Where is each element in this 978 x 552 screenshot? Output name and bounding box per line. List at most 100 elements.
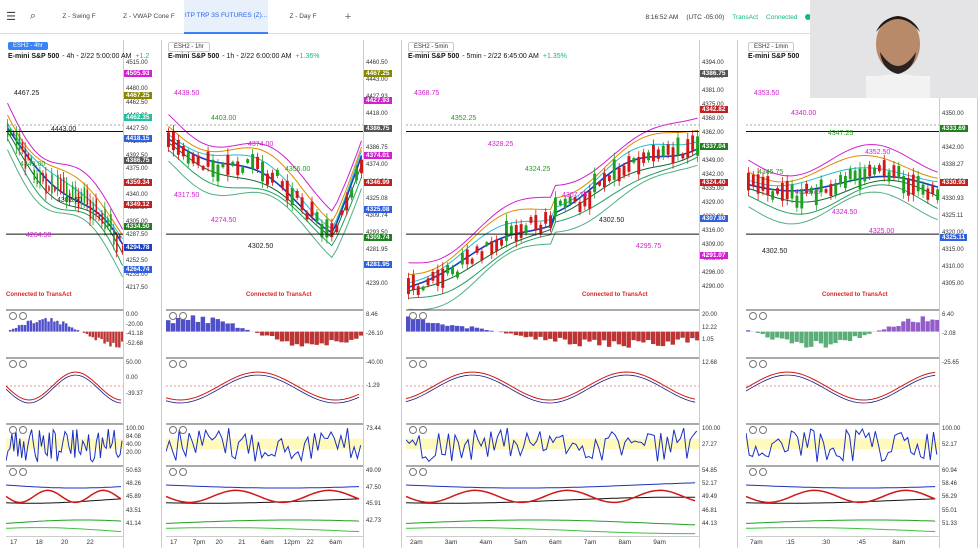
price-tick: 4303.00 [702,256,724,262]
price-tick: 4418.00 [366,111,388,117]
settings-icon[interactable] [749,360,757,368]
time-axis[interactable]: 17 7pm 20 21 6am 12pm 22 6am [166,536,363,548]
candle-body [897,165,901,178]
settings-icon[interactable] [409,468,417,476]
pane-tools[interactable] [9,426,27,434]
settings-icon[interactable] [169,360,177,368]
candle-body [45,173,47,194]
chart-tab-label[interactable]: ESH2 - 1hr [168,42,210,52]
chart-subtitle: - 4h - 2/22 5:00:00 AM [62,53,132,60]
settings-icon[interactable] [9,426,17,434]
settings-icon[interactable] [409,360,417,368]
chart-panel-3[interactable]: ESH2 - 5min E-mini S&P 500- 5min - 2/22 6… [406,40,738,548]
transact-label[interactable]: TransAct [732,13,759,21]
candle-body [446,265,450,274]
indicator-tick: -20.00 [126,321,144,328]
histogram-bar [225,323,230,332]
chart-plot-area[interactable] [746,40,940,540]
pane-tools[interactable] [9,360,27,368]
tab-day[interactable]: Z - Day F [289,13,317,20]
price-annotation: 4347.25 [828,129,854,137]
time-axis[interactable]: 17 18 20 22 [6,536,123,548]
settings-icon[interactable] [749,312,757,320]
close-icon[interactable] [179,468,187,476]
moving-average-line [748,154,938,183]
close-icon[interactable] [19,468,27,476]
settings-icon[interactable] [169,468,177,476]
close-icon[interactable] [19,312,27,320]
price-axis[interactable]: 4515.004497.504480.004462.504443.004427.… [123,40,161,548]
pane-tools[interactable] [749,312,767,320]
close-icon[interactable] [419,312,427,320]
price-tick: 4329.00 [702,200,724,206]
chart-tab-label[interactable]: ESH2 - 5min [408,42,455,52]
indicator-tick: -2.08 [942,331,956,337]
tab-vwap-cone[interactable]: Z - VWAP Cone F [123,13,175,20]
close-icon[interactable] [19,360,27,368]
chart-plot-area[interactable] [6,40,124,540]
settings-icon[interactable] [409,426,417,434]
close-icon[interactable] [419,468,427,476]
signal-line [746,374,936,404]
pane-tools[interactable] [169,468,187,476]
pane-tools[interactable] [9,468,27,476]
close-icon[interactable] [419,360,427,368]
histogram-bar [925,321,930,332]
candle-body [407,278,410,295]
chart-panel-1[interactable]: ESH2 - 4hr E-mini S&P 500- 4h - 2/22 5:00… [6,40,162,548]
add-tab-icon[interactable]: + [344,10,352,23]
close-icon[interactable] [759,312,767,320]
histogram-bar [862,331,867,336]
pane-tools[interactable] [169,360,187,368]
settings-icon[interactable] [9,360,17,368]
pane-tools[interactable] [749,360,767,368]
time-tick: 8am [618,539,632,546]
histogram-bar [770,331,775,340]
chart-plot-area[interactable] [406,40,700,540]
close-icon[interactable] [179,312,187,320]
price-axis[interactable]: 4365.004360.004355.004350.004347.004342.… [939,40,977,548]
close-icon[interactable] [759,426,767,434]
settings-icon[interactable] [169,426,177,434]
pane-tools[interactable] [409,426,427,434]
pane-tools[interactable] [749,468,767,476]
time-axis[interactable]: 2am 3am 4am 5am 6am 7am 8am 9am [406,536,699,548]
search-icon[interactable]: ⌕ [29,10,37,22]
settings-icon[interactable] [9,468,17,476]
histogram-bar [70,327,74,332]
pane-tools[interactable] [169,312,187,320]
close-icon[interactable] [759,468,767,476]
histogram-bar [29,320,33,332]
histogram-bar [17,325,21,332]
close-icon[interactable] [179,426,187,434]
candle-body [12,131,15,137]
tab-swing[interactable]: Z - Swing F [62,13,96,20]
close-icon[interactable] [759,360,767,368]
tab-itp-trp-futures[interactable]: ITP TRP 3S FUTURES (Z)... [184,0,268,34]
close-icon[interactable] [19,426,27,434]
settings-icon[interactable] [749,426,757,434]
chart-tab-label[interactable]: ESH2 - 1min [748,42,795,52]
settings-icon[interactable] [169,312,177,320]
close-icon[interactable] [419,426,427,434]
price-axis[interactable]: 4394.00 4388.00 4381.00 4375.00 4368.00 4362.… [699,40,737,548]
settings-icon[interactable] [9,312,17,320]
pane-tools[interactable] [749,426,767,434]
chart-plot-area[interactable] [166,40,364,540]
pane-tools[interactable] [409,312,427,320]
trend-line [406,482,696,489]
settings-icon[interactable] [749,468,757,476]
chart-tab-label[interactable]: ESH2 - 4hr [8,42,48,50]
pane-tools[interactable] [169,426,187,434]
time-axis[interactable]: 7am:15:30:45 8am [746,536,939,548]
settings-icon[interactable] [409,312,417,320]
close-icon[interactable] [179,360,187,368]
price-axis[interactable]: 4460.504443.004427.934418.004401.004386.… [363,40,401,548]
pane-tools[interactable] [9,312,27,320]
chart-panel-4[interactable]: ESH2 - 1min E-mini S&P 500 Connected to Tr… [746,40,978,548]
pane-tools[interactable] [409,360,427,368]
candle-body [761,176,765,191]
hamburger-icon[interactable]: ☰ [6,11,16,23]
chart-panel-2[interactable]: ESH2 - 1hr E-mini S&P 500- 1h - 2/22 6:00… [166,40,402,548]
pane-tools[interactable] [409,468,427,476]
